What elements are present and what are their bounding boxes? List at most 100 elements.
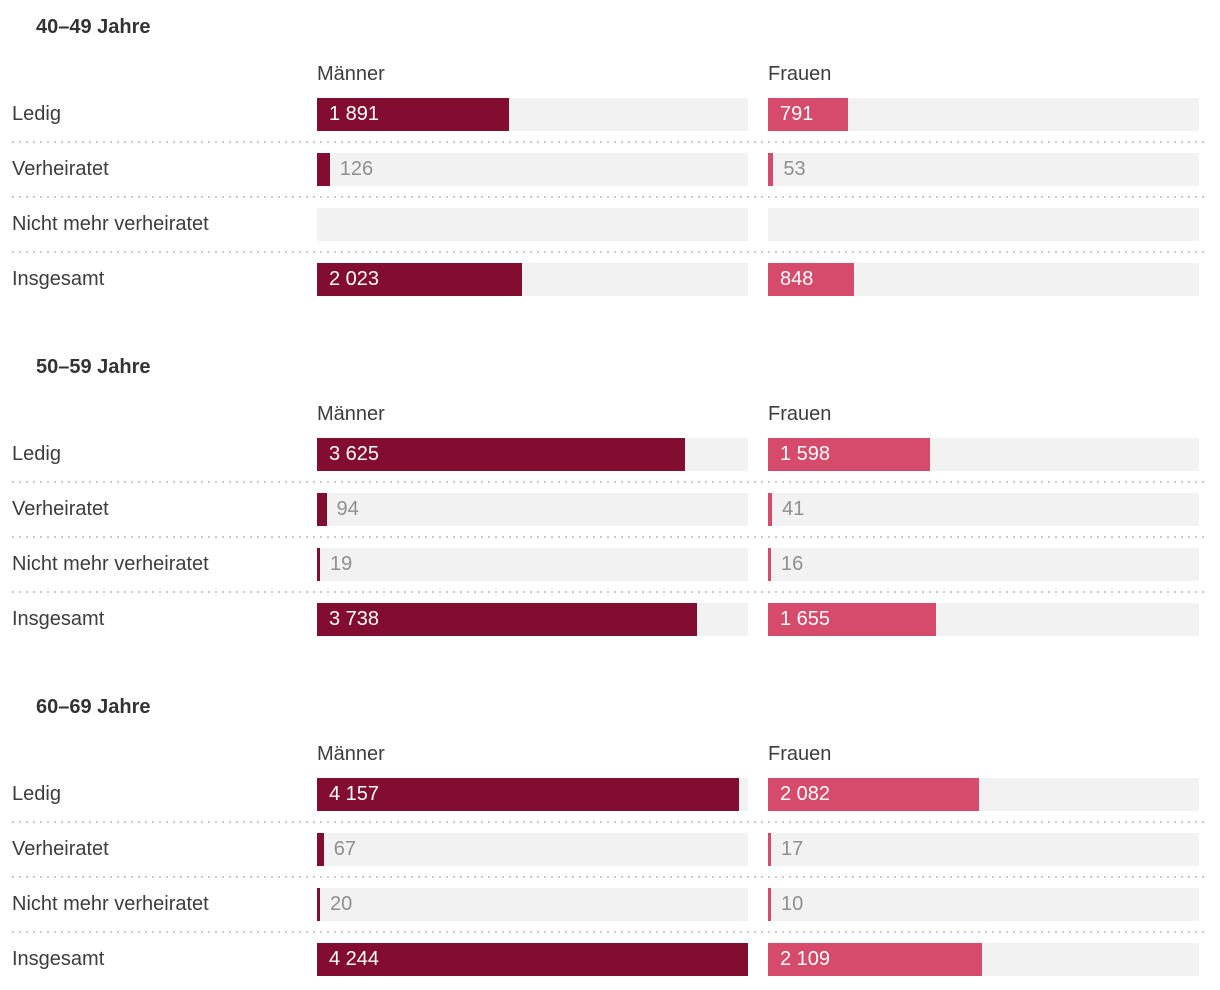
age-group-section: 60–69 Jahre Männer Frauen Ledig 4 157 2 082 Ve…	[12, 693, 1208, 976]
data-row: Ledig 3 625 1 598	[12, 438, 1208, 471]
bar-value-maenner: 3 625	[329, 443, 380, 465]
bar-value-frauen: 17	[780, 838, 804, 860]
row-separator	[12, 876, 1208, 878]
data-row: Insgesamt 4 244 2 109	[12, 943, 1208, 976]
column-gap	[748, 943, 768, 976]
column-gap	[748, 208, 768, 241]
bar-track-maenner: 94	[317, 493, 748, 526]
bar-value-maenner: 4 157	[329, 783, 380, 805]
bar-track-maenner: 4 244	[317, 943, 748, 976]
row-label: Ledig	[12, 443, 61, 465]
bar-track-frauen: 41	[768, 493, 1199, 526]
bar-track-frauen: 10	[768, 888, 1199, 921]
data-row: Ledig 4 157 2 082	[12, 778, 1208, 811]
bar-track-maenner	[317, 208, 748, 241]
age-group-section: 40–49 Jahre Männer Frauen Ledig 1 891 791 Verh…	[12, 13, 1208, 296]
bar-track-frauen: 2 082	[768, 778, 1199, 811]
column-header-frauen: Frauen	[768, 743, 832, 765]
row-separator	[12, 821, 1208, 823]
column-gap	[748, 153, 768, 186]
bar-track-maenner: 67	[317, 833, 748, 866]
row-label: Insgesamt	[12, 948, 105, 970]
column-gap	[748, 888, 768, 921]
row-separator	[12, 141, 1208, 143]
column-gap	[748, 263, 768, 296]
bar-value-frauen: 848	[780, 268, 814, 290]
row-separator	[12, 931, 1208, 933]
bar-fill-frauen	[768, 888, 771, 921]
column-header-frauen: Frauen	[768, 63, 832, 85]
row-label: Verheiratet	[12, 498, 109, 520]
bar-track-frauen	[768, 208, 1199, 241]
bar-value-frauen: 10	[780, 893, 804, 915]
row-label: Insgesamt	[12, 268, 105, 290]
bar-value-maenner: 19	[329, 553, 353, 575]
bar-track-frauen: 16	[768, 548, 1199, 581]
row-label: Nicht mehr verheiratet	[12, 213, 209, 235]
column-header-frauen: Frauen	[768, 403, 832, 425]
bar-fill-frauen	[768, 833, 771, 866]
bar-value-frauen: 1 598	[780, 443, 831, 465]
bar-value-maenner: 20	[329, 893, 353, 915]
column-gap	[748, 548, 768, 581]
row-label: Insgesamt	[12, 608, 105, 630]
bar-value-frauen: 1 655	[780, 608, 831, 630]
bar-value-maenner: 1 891	[329, 103, 380, 125]
group-title: 40–49 Jahre	[36, 16, 151, 38]
bar-fill-frauen	[768, 493, 773, 526]
data-row: Nicht mehr verheiratet	[12, 208, 1208, 241]
bar-fill-maenner	[317, 263, 523, 296]
data-row: Nicht mehr verheiratet 20 10	[12, 888, 1208, 921]
column-header-maenner: Männer	[317, 403, 385, 425]
data-row: Verheiratet 94 41	[12, 493, 1208, 526]
bar-value-frauen: 2 109	[780, 948, 831, 970]
bar-fill-maenner	[317, 438, 686, 471]
bar-fill-maenner	[317, 548, 320, 581]
row-separator	[12, 481, 1208, 483]
bar-value-frauen: 2 082	[780, 783, 831, 805]
column-gap	[748, 438, 768, 471]
row-label: Nicht mehr verheiratet	[12, 893, 209, 915]
column-header-row: Männer Frauen	[12, 399, 1208, 427]
data-row: Ledig 1 891 791	[12, 98, 1208, 131]
bar-track-maenner: 19	[317, 548, 748, 581]
bar-value-frauen: 791	[780, 103, 814, 125]
data-row: Insgesamt 2 023 848	[12, 263, 1208, 296]
bar-track-frauen: 848	[768, 263, 1199, 296]
column-gap	[748, 98, 768, 131]
bar-track-frauen: 1 655	[768, 603, 1199, 636]
bar-track-frauen: 1 598	[768, 438, 1199, 471]
bar-fill-frauen	[768, 263, 855, 296]
row-separator	[12, 591, 1208, 593]
row-separator	[12, 196, 1208, 198]
bar-value-maenner: 2 023	[329, 268, 380, 290]
bar-value-maenner: 3 738	[329, 608, 380, 630]
column-header-maenner: Männer	[317, 63, 385, 85]
bar-fill-maenner	[317, 493, 327, 526]
bar-fill-maenner	[317, 943, 748, 976]
bar-value-maenner: 67	[333, 838, 357, 860]
column-gap	[748, 603, 768, 636]
bar-fill-frauen	[768, 153, 774, 186]
column-header-maenner: Männer	[317, 743, 385, 765]
bar-fill-maenner	[317, 603, 697, 636]
column-header-row: Männer Frauen	[12, 59, 1208, 87]
bar-track-frauen: 53	[768, 153, 1199, 186]
bar-track-maenner: 126	[317, 153, 748, 186]
bar-value-frauen: 53	[783, 158, 806, 180]
data-row: Nicht mehr verheiratet 19 16	[12, 548, 1208, 581]
bar-value-maenner: 94	[336, 498, 359, 520]
data-row: Verheiratet 126 53	[12, 153, 1208, 186]
row-separator	[12, 536, 1208, 538]
bar-fill-frauen	[768, 943, 983, 976]
bar-value-frauen: 41	[782, 498, 805, 520]
bar-fill-maenner	[317, 888, 320, 921]
row-label: Verheiratet	[12, 158, 109, 180]
bar-value-frauen: 16	[780, 553, 804, 575]
column-header-row: Männer Frauen	[12, 739, 1208, 767]
group-title: 60–69 Jahre	[36, 696, 151, 718]
bar-value-maenner: 4 244	[329, 948, 380, 970]
bar-fill-frauen	[768, 98, 849, 131]
bar-fill-frauen	[768, 548, 771, 581]
